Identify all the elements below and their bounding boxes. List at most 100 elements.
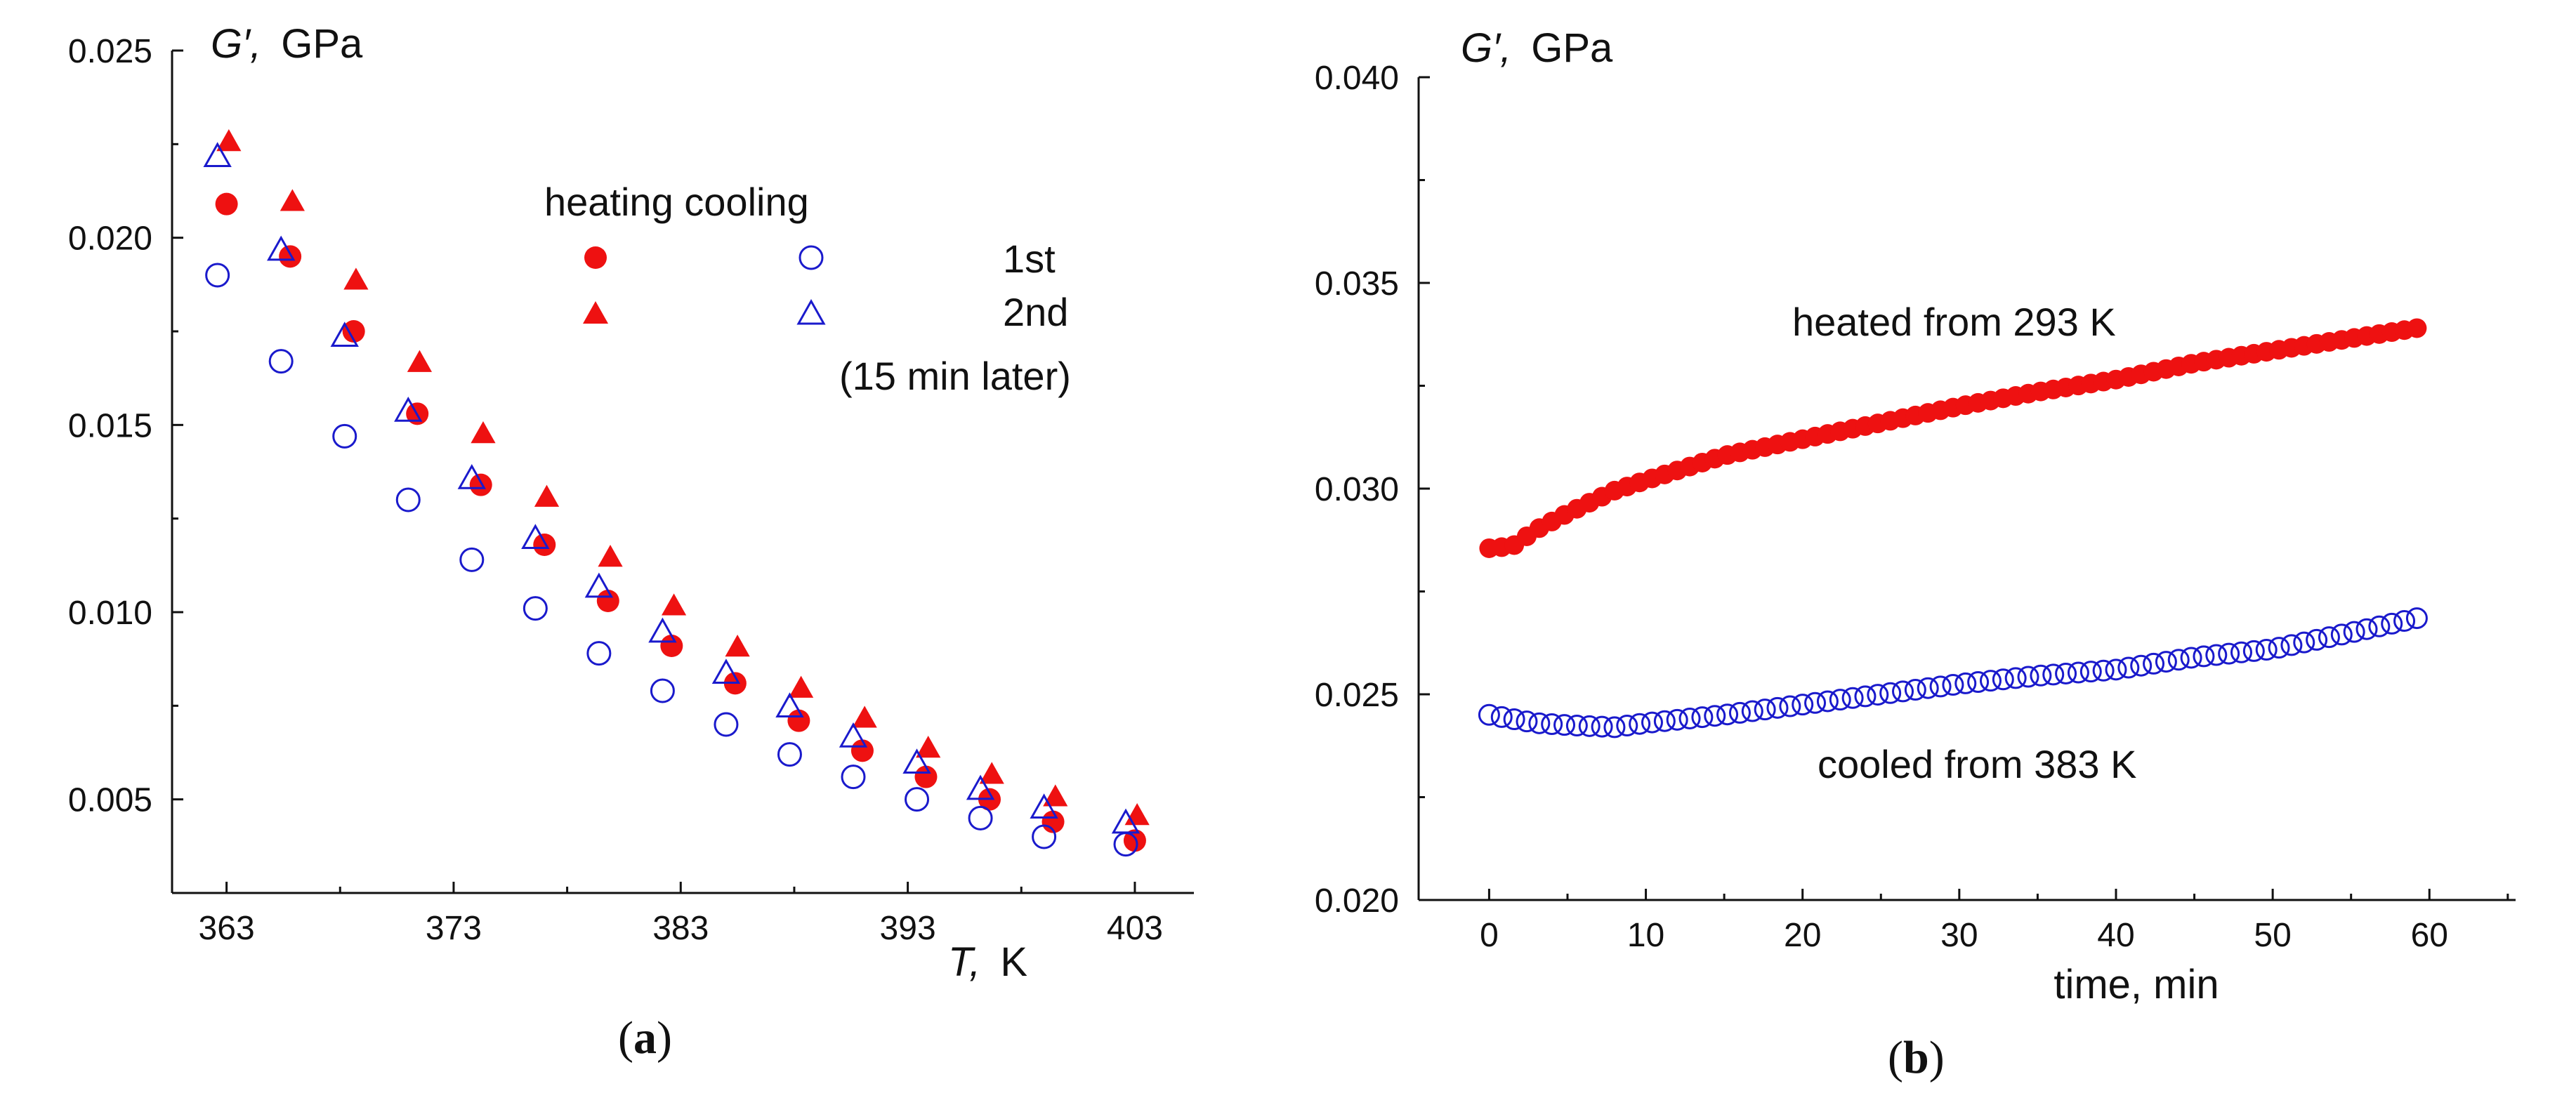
data-point xyxy=(1917,677,1939,699)
panel-b-ticks: 0 10 20 30 40 50 60 0.020 0.025 0.030 0.035 0.040 xyxy=(1315,60,2509,954)
panel-b-ylabel: G′, GPa xyxy=(1461,25,1613,71)
data-point xyxy=(342,320,365,343)
panel-b-x-tick-label: 0 xyxy=(1480,917,1499,954)
data-point xyxy=(2067,661,2089,684)
panel-b-ylabel-symbol: G′, xyxy=(1461,25,1511,71)
data-point xyxy=(1754,699,1776,721)
panel-a-chart: 363 373 383 393 403 0.005 0.010 0.015 0.020 0.025… xyxy=(68,21,1194,1064)
data-point xyxy=(267,235,296,261)
data-point xyxy=(2117,656,2140,679)
panel-a-caption: (a) xyxy=(618,1012,672,1064)
legend-row-2nd: 2nd xyxy=(1003,290,1068,334)
data-point xyxy=(1779,695,1801,717)
panel-b-y-tick-label: 0.020 xyxy=(1315,882,1399,920)
panel-a-series xyxy=(203,129,1150,857)
data-point xyxy=(2030,664,2052,687)
data-point xyxy=(2180,647,2202,669)
data-point xyxy=(777,742,802,767)
data-point xyxy=(1490,706,1513,728)
data-point xyxy=(1829,689,1851,711)
data-point xyxy=(280,189,305,211)
data-point xyxy=(852,706,877,728)
data-point xyxy=(905,787,930,812)
data-point xyxy=(660,635,683,657)
panel-b-x-tick-label: 20 xyxy=(1784,917,1821,954)
data-point xyxy=(650,678,675,703)
data-point xyxy=(2268,637,2290,659)
legend-row-1st: 1st xyxy=(1003,237,1056,281)
data-point xyxy=(471,421,496,444)
data-point xyxy=(407,350,433,372)
data-point xyxy=(1553,714,1576,736)
data-point xyxy=(533,534,556,556)
data-point xyxy=(1629,713,1651,735)
data-point xyxy=(2092,659,2115,682)
data-point xyxy=(1541,713,1563,735)
panel-a-xlabel-symbol: T, xyxy=(948,939,980,985)
panel-a-axes xyxy=(171,51,1194,894)
data-point xyxy=(1892,680,1914,703)
data-point xyxy=(205,263,230,288)
data-point xyxy=(1043,784,1068,807)
panel-b-chart: 0 10 20 30 40 50 60 0.020 0.025 0.030 0.035 0.040 G… xyxy=(1315,25,2516,1083)
data-point xyxy=(1691,706,1714,729)
legend-marker-1st-cooling xyxy=(799,245,824,270)
panel-a-xlabel-unit: K xyxy=(1000,939,1027,985)
data-point xyxy=(1879,682,1902,704)
data-point xyxy=(2343,621,2365,643)
legend-marker-1st-heating xyxy=(584,246,607,269)
panel-b-y-tick-label: 0.035 xyxy=(1315,265,1399,303)
data-point xyxy=(330,322,359,348)
data-point xyxy=(1929,675,1952,698)
panel-b-y-tick-label: 0.025 xyxy=(1315,677,1399,714)
data-point xyxy=(711,658,741,684)
panel-a-x-tick-label: 393 xyxy=(880,910,936,947)
data-point xyxy=(215,192,238,216)
data-point xyxy=(534,484,560,507)
data-point xyxy=(1954,672,1977,694)
panel-b-y-tick-label: 0.040 xyxy=(1315,60,1399,97)
data-point xyxy=(216,129,242,152)
data-point xyxy=(2381,612,2403,635)
panel-b-x-tick-label: 60 xyxy=(2411,917,2448,954)
series-2nd-heating xyxy=(216,129,1150,826)
data-point xyxy=(714,712,739,737)
data-point xyxy=(1503,708,1525,731)
data-point xyxy=(2318,626,2340,649)
data-point xyxy=(203,142,232,168)
data-point xyxy=(523,596,548,621)
data-point xyxy=(2167,649,2190,671)
data-point xyxy=(1792,694,1814,716)
data-point xyxy=(839,722,868,748)
panel-a-ylabel: G′, GPa xyxy=(211,21,363,67)
data-point xyxy=(1603,716,1626,739)
data-point xyxy=(661,593,687,616)
panel-b-caption-letter: b xyxy=(1903,1032,1929,1083)
panel-a-x-tick-label: 373 xyxy=(426,910,482,947)
data-point xyxy=(1804,691,1827,714)
data-point xyxy=(1992,668,2014,691)
data-point xyxy=(1528,712,1551,734)
data-point xyxy=(1041,810,1065,833)
data-point xyxy=(598,545,623,567)
data-point xyxy=(1516,710,1538,733)
panel-a-ylabel-symbol: G′, xyxy=(211,21,261,67)
data-point xyxy=(2193,645,2215,668)
data-point xyxy=(1942,674,1964,696)
data-point xyxy=(2280,634,2303,656)
panel-a-y-tick-label: 0.010 xyxy=(68,595,152,632)
data-point xyxy=(332,423,357,449)
legend-row-2nd-note: (15 min later) xyxy=(839,354,1071,398)
data-point xyxy=(2205,644,2228,666)
series-label-cooled: cooled from 383 K xyxy=(1818,742,2136,786)
panel-a-y-tick-label: 0.020 xyxy=(68,220,152,258)
data-point xyxy=(584,572,614,598)
data-point xyxy=(2042,663,2065,686)
data-point xyxy=(2155,651,2177,673)
panel-a-legend: heating cooling 1st 2nd (15 min later) xyxy=(544,180,1071,398)
data-point xyxy=(966,774,995,800)
data-point xyxy=(1728,701,1751,724)
panel-a-y-tick-label: 0.005 xyxy=(68,782,152,819)
data-point xyxy=(2105,658,2127,681)
data-point xyxy=(1704,705,1726,727)
